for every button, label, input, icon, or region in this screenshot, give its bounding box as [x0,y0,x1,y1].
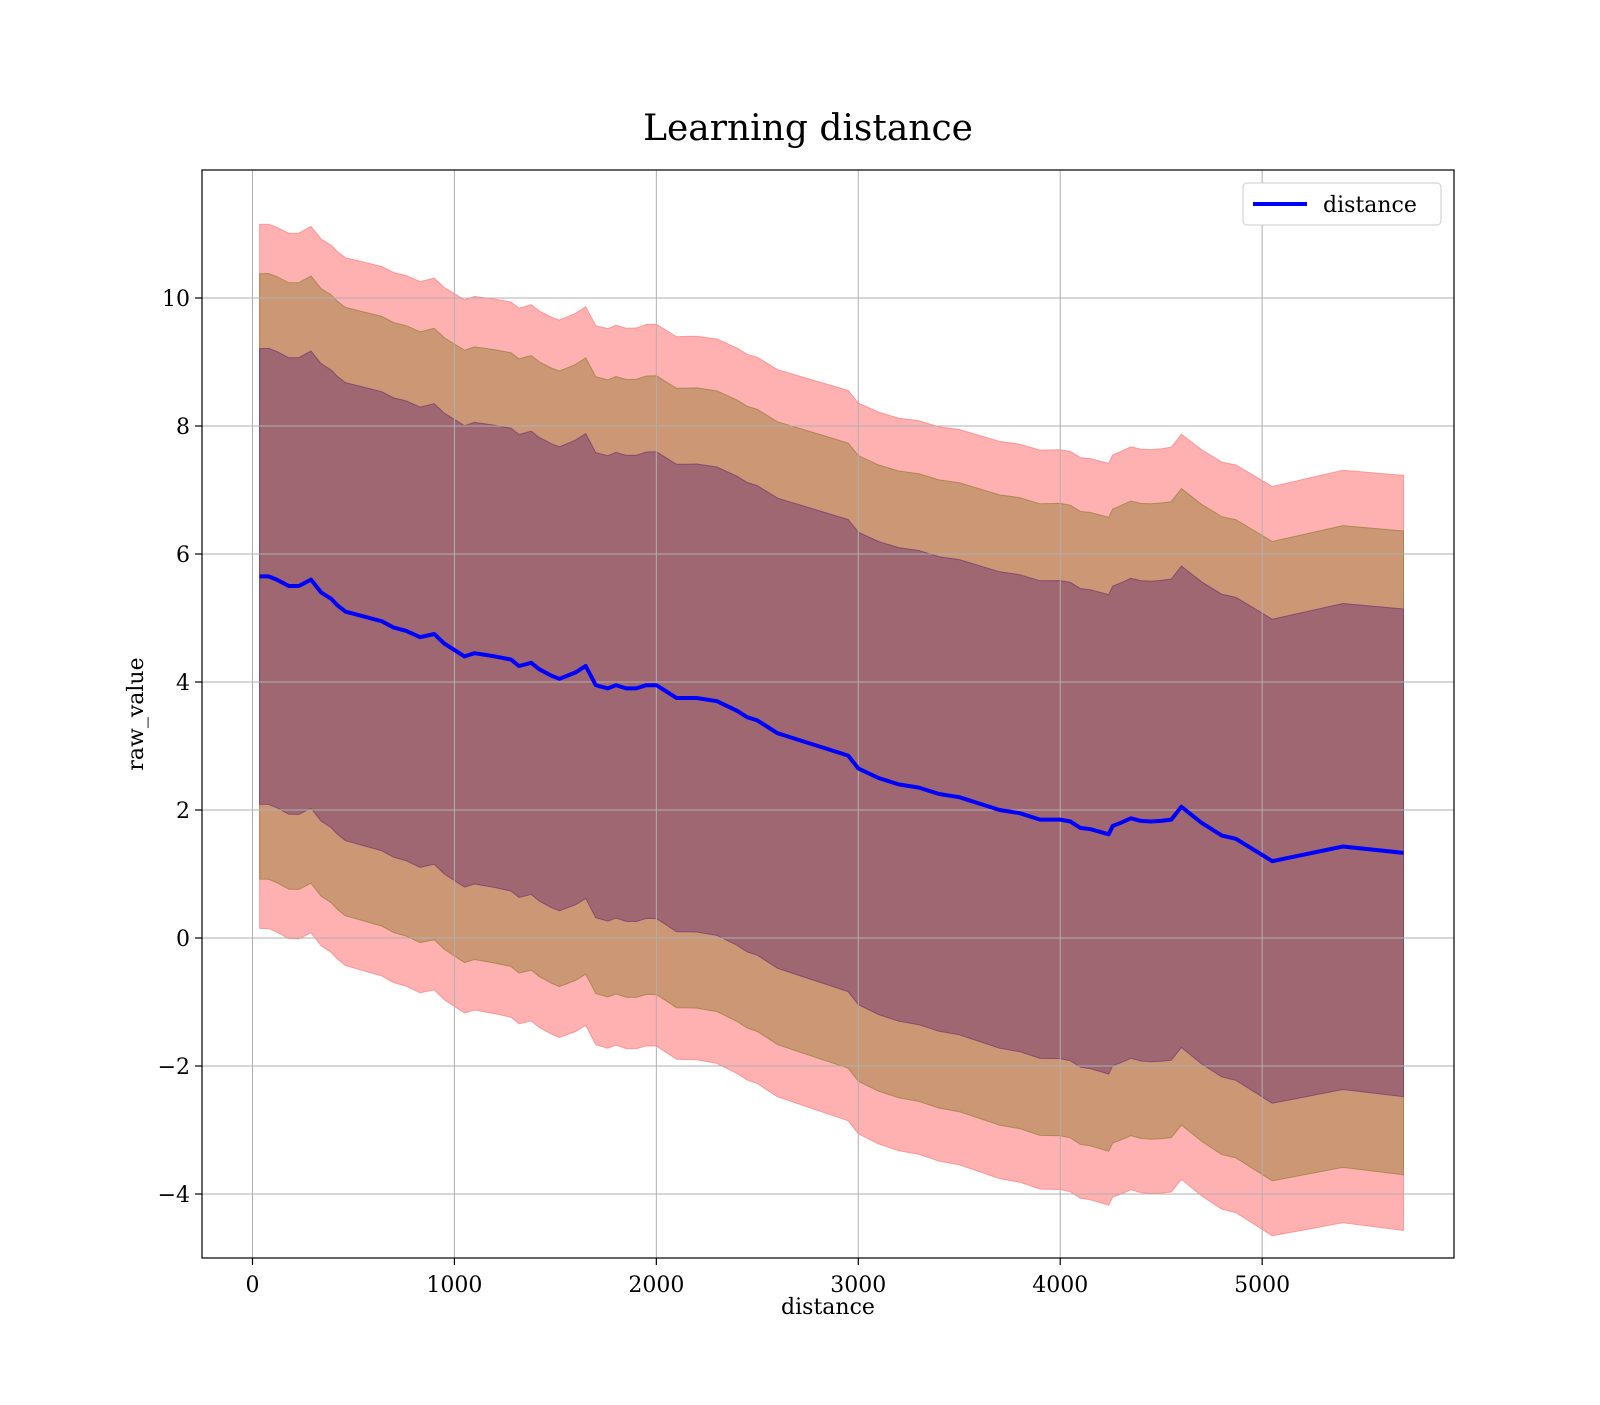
y-tick-label: 10 [162,287,190,312]
x-axis-label: distance [781,1295,875,1320]
x-tick-label: 0 [245,1273,259,1298]
confidence-bands [259,223,1404,1237]
confidence-band-3 [259,347,1404,1104]
legend: distance [1242,182,1442,226]
legend-box [1242,182,1442,226]
x-tick-label: 2000 [628,1273,684,1298]
legend-label-distance: distance [1323,193,1417,218]
series-line-distance [259,574,1404,864]
plot-frame [201,169,1455,1259]
series-lines [259,574,1404,864]
x-tick-label: 1000 [426,1273,482,1298]
y-tick-label: −4 [158,1183,190,1208]
x-tick-label: 5000 [1234,1273,1290,1298]
confidence-band-2 [259,272,1404,1182]
x-axis-ticks: 0 1000 2000 3000 4000 5000 [245,1258,1290,1298]
y-axis-ticks: −4 −2 0 2 4 6 8 10 [158,287,202,1208]
y-tick-label: 8 [176,415,190,440]
y-tick-label: 6 [176,543,190,568]
y-axis-label: raw_value [124,657,149,770]
y-tick-label: −2 [158,1055,190,1080]
y-tick-label: 2 [176,799,190,824]
x-tick-label: 3000 [830,1273,886,1298]
confidence-band-1 [259,223,1404,1237]
y-tick-label: 0 [176,927,190,952]
chart-title: Learning distance [643,108,973,149]
y-tick-label: 4 [176,671,190,696]
grid-lines [202,170,1454,1258]
x-tick-label: 4000 [1032,1273,1088,1298]
